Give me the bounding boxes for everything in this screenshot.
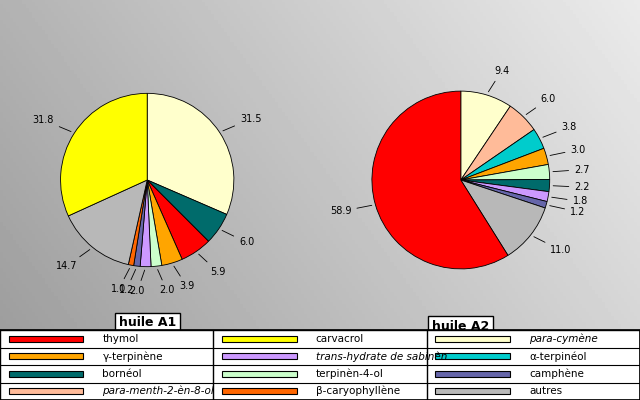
Wedge shape (128, 180, 147, 266)
Text: 58.9: 58.9 (330, 205, 372, 216)
Text: 1.2: 1.2 (118, 270, 136, 295)
FancyBboxPatch shape (435, 388, 510, 394)
Text: thymol: thymol (102, 334, 139, 344)
Text: 6.0: 6.0 (222, 230, 254, 247)
Wedge shape (461, 106, 534, 180)
Text: 1.8: 1.8 (552, 196, 588, 206)
Wedge shape (461, 164, 550, 180)
Wedge shape (134, 180, 147, 266)
Text: para-menth-2-èn-8-ol: para-menth-2-èn-8-ol (102, 386, 214, 396)
Text: 1.0: 1.0 (111, 268, 129, 294)
FancyBboxPatch shape (435, 371, 510, 377)
Wedge shape (61, 93, 147, 216)
Text: para-cymène: para-cymène (529, 334, 598, 344)
Text: 14.7: 14.7 (56, 250, 90, 271)
Wedge shape (147, 180, 162, 266)
Text: autres: autres (529, 386, 562, 396)
FancyBboxPatch shape (222, 371, 296, 377)
Text: α-terpinéol: α-terpinéol (529, 351, 587, 362)
Text: 31.8: 31.8 (33, 115, 71, 132)
Wedge shape (147, 180, 182, 266)
Wedge shape (147, 180, 209, 259)
Wedge shape (68, 180, 147, 264)
Wedge shape (147, 180, 227, 241)
Text: 2.0: 2.0 (157, 270, 175, 295)
Text: bornéol: bornéol (102, 369, 142, 379)
FancyBboxPatch shape (8, 371, 83, 377)
Text: huile A2: huile A2 (432, 320, 490, 333)
Text: carvacrol: carvacrol (316, 334, 364, 344)
Wedge shape (461, 180, 545, 255)
Text: 2.7: 2.7 (553, 165, 589, 175)
FancyBboxPatch shape (222, 388, 296, 394)
Wedge shape (461, 148, 548, 180)
Text: 3.0: 3.0 (550, 145, 586, 156)
Wedge shape (461, 130, 544, 180)
Wedge shape (461, 180, 549, 202)
FancyBboxPatch shape (222, 336, 296, 342)
Text: 11.0: 11.0 (534, 237, 572, 255)
Wedge shape (461, 180, 547, 208)
Wedge shape (461, 180, 550, 192)
FancyBboxPatch shape (8, 336, 83, 342)
Text: γ-terpinène: γ-terpinène (102, 351, 163, 362)
Text: β-caryophyllène: β-caryophyllène (316, 386, 400, 396)
Text: 2.2: 2.2 (553, 182, 590, 192)
Text: huile A1: huile A1 (118, 316, 176, 330)
Text: 31.5: 31.5 (223, 114, 261, 131)
Wedge shape (461, 91, 510, 180)
Text: trans-hydrate de sabinèn: trans-hydrate de sabinèn (316, 351, 447, 362)
Text: camphène: camphène (529, 368, 584, 379)
Text: 3.9: 3.9 (174, 266, 195, 291)
Text: 3.8: 3.8 (543, 122, 577, 137)
Wedge shape (140, 180, 151, 267)
Text: 9.4: 9.4 (488, 66, 509, 92)
Text: 1.2: 1.2 (550, 206, 586, 217)
Wedge shape (147, 93, 234, 214)
Wedge shape (372, 91, 508, 269)
FancyBboxPatch shape (8, 388, 83, 394)
Text: 5.9: 5.9 (198, 254, 225, 276)
Text: 2.0: 2.0 (130, 270, 145, 296)
FancyBboxPatch shape (222, 353, 296, 359)
Text: terpinèn-4-ol: terpinèn-4-ol (316, 368, 383, 379)
FancyBboxPatch shape (435, 336, 510, 342)
FancyBboxPatch shape (435, 353, 510, 359)
FancyBboxPatch shape (8, 353, 83, 359)
Text: 6.0: 6.0 (526, 94, 556, 114)
